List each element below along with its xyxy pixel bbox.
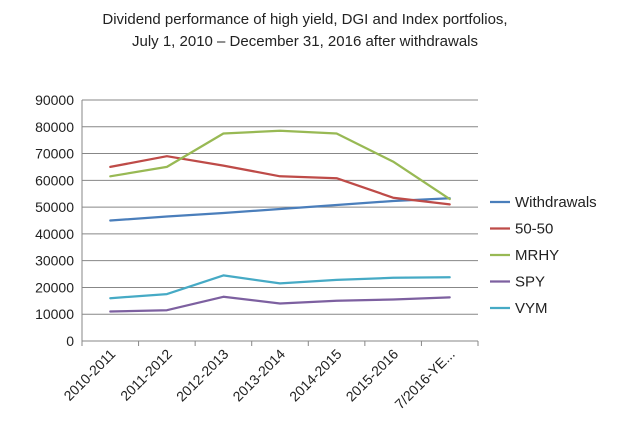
x-tick-label: 2010-2011 [60,346,118,404]
legend-label: SPY [515,274,545,291]
chart-title-line-2: July 1, 2010 – December 31, 2016 after w… [132,33,478,50]
legend-label: 50-50 [515,221,553,238]
gridlines [82,99,478,315]
series-line-withdrawals [109,197,451,222]
series-line-vym [109,274,451,300]
legend-label: VYM [515,300,548,317]
legend: Withdrawals 50-50 MRHY SPY VYM [490,194,597,317]
x-tick-label: 7/2016-YE... [391,346,457,412]
y-tick-label: 10000 [35,306,74,322]
series-line-spy [109,295,451,313]
y-tick-label: 70000 [35,146,74,162]
x-tick-label: 2013-2014 [229,346,288,405]
x-tick-label: 2014-2015 [286,346,345,405]
y-tick-label: 0 [66,333,74,349]
x-tick-label: 2011-2012 [117,346,175,404]
series-lines [109,129,451,313]
chart-title-line-1: Dividend performance of high yield, DGI … [102,11,507,28]
legend-label: MRHY [515,247,559,264]
y-tick-label: 60000 [35,172,74,188]
axes [81,100,479,346]
x-tick-labels: 2010-20112011-20122012-20132013-20142014… [60,346,457,412]
y-tick-label: 50000 [35,199,74,215]
series-line-50-50 [109,155,451,206]
x-tick-label: 2015-2016 [343,346,402,405]
x-tick-label: 2012-2013 [173,346,232,405]
y-tick-label: 20000 [35,279,74,295]
series-line-mrhy [109,129,451,201]
y-tick-label: 80000 [35,119,74,135]
y-tick-labels: 0 10000 20000 30000 40000 50000 60000 70000 8000… [35,92,74,349]
legend-label: Withdrawals [515,194,597,211]
y-tick-label: 40000 [35,226,74,242]
y-tick-label: 90000 [35,92,74,108]
y-tick-label: 30000 [35,253,74,269]
